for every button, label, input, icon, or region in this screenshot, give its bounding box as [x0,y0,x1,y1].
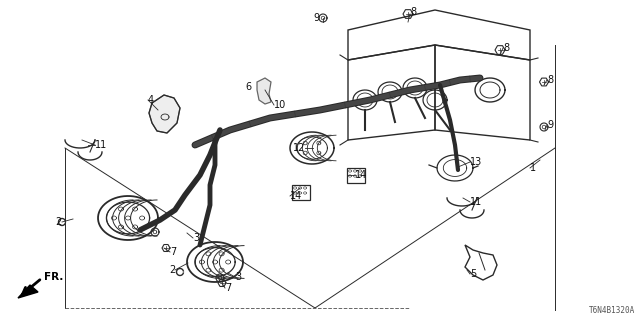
Text: 9: 9 [313,13,319,23]
Text: 6: 6 [245,82,251,92]
Text: 11: 11 [95,140,108,150]
Text: FR.: FR. [44,272,63,282]
Text: 2: 2 [169,265,175,275]
Text: 10: 10 [274,100,286,110]
Text: 8: 8 [410,7,416,17]
Text: 13: 13 [470,157,483,167]
Text: 3: 3 [235,272,241,282]
Text: 7: 7 [225,283,231,293]
Text: 8: 8 [503,43,509,53]
Text: 4: 4 [148,95,154,105]
Polygon shape [149,95,180,133]
Text: 1: 1 [530,163,536,173]
Text: 14: 14 [290,191,302,201]
Text: 9: 9 [547,120,553,130]
Bar [292,185,310,200]
Text: 5: 5 [470,269,476,279]
Text: 11: 11 [470,197,483,207]
Polygon shape [257,78,271,104]
Text: 7: 7 [170,247,176,257]
Text: T6N4B1320A: T6N4B1320A [589,306,635,315]
Bar [347,168,365,183]
Text: 8: 8 [547,75,553,85]
Text: 3: 3 [193,233,199,243]
Polygon shape [18,285,38,298]
Text: 2: 2 [56,217,62,227]
Text: 14: 14 [355,170,367,180]
Text: 12: 12 [292,143,305,153]
